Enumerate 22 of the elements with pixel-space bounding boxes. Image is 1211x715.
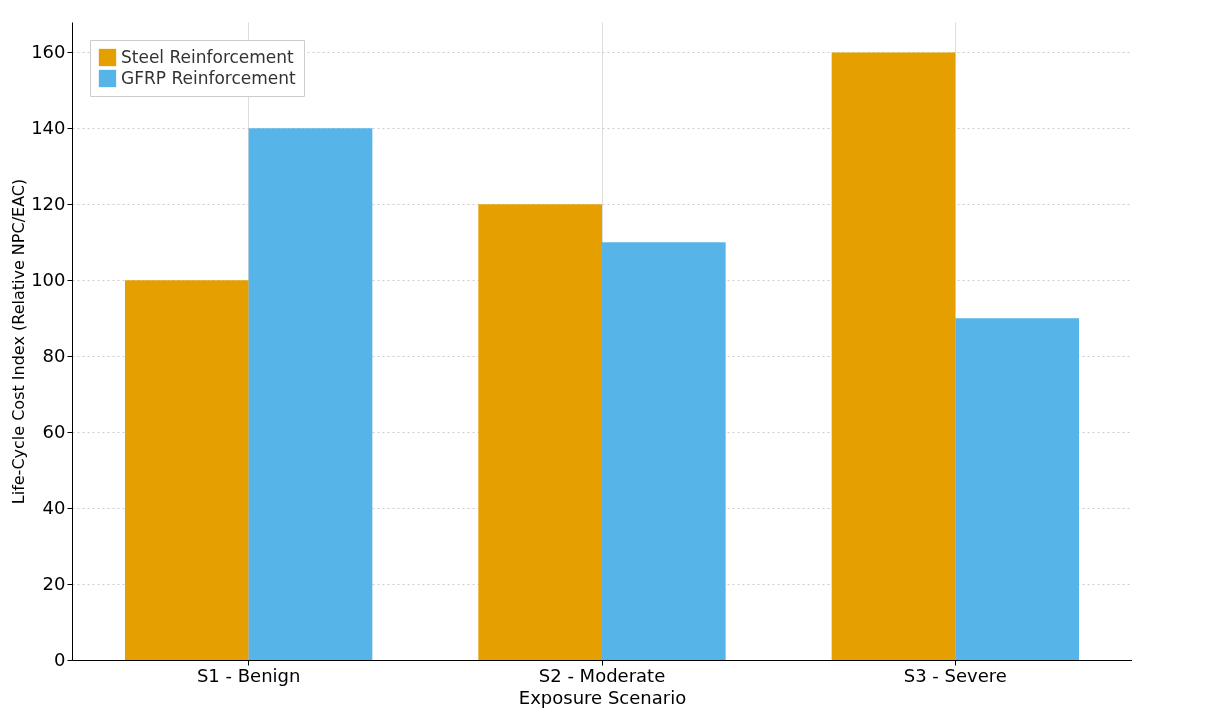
y-tick-label: 80 (42, 344, 66, 366)
bar (478, 204, 602, 660)
y-tick-label: 160 (31, 40, 66, 62)
y-tick-label: 120 (31, 192, 66, 214)
y-tick-label: 60 (42, 420, 66, 442)
y-tick-label: 100 (31, 268, 66, 290)
y-tick-label: 20 (42, 572, 66, 594)
y-tick-label: 40 (42, 496, 66, 518)
bar (831, 52, 956, 660)
x-tick-label: S3 - Severe (903, 664, 1007, 686)
x-tick-label: S1 - Benign (196, 664, 301, 686)
legend-label: Steel Reinforcement (121, 46, 295, 67)
bar (602, 242, 726, 660)
legend-label: GFRP Reinforcement (121, 67, 297, 88)
y-tick-label: 0 (54, 648, 66, 670)
x-axis-title: Exposure Scenario (518, 686, 687, 708)
y-axis-title: Life-Cycle Cost Index (Relative NPC/EAC) (9, 178, 29, 505)
bar (248, 128, 373, 660)
bar (955, 318, 1079, 660)
y-tick-label: 140 (31, 116, 66, 138)
bar (125, 280, 249, 660)
x-tick-label: S2 - Moderate (538, 664, 666, 686)
